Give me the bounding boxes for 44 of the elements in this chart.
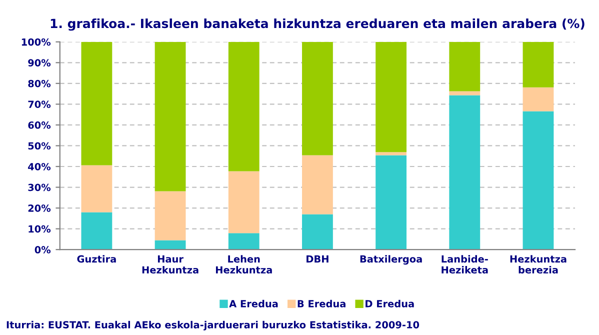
bar [228,42,260,172]
y-tick-label: 40% [28,162,51,170]
bar [449,42,480,92]
y-tick-label: 50% [28,142,51,150]
bar [302,214,333,250]
y-tick-label: 30% [28,184,51,192]
x-tick-label: Guztira [77,255,116,263]
y-tick-label: 0% [34,246,51,254]
bar [449,91,480,96]
bar [302,42,333,156]
bar [228,171,260,234]
x-tick-label: Lanbide- Heziketa [442,255,488,274]
text: Iturria: EUSTAT. Euakal AEko eskola-jarduerari buruzko Estatistika. 2009-10 [6,320,420,330]
bar [302,155,333,214]
x-tick-label: Hezkuntza berezia [510,255,566,274]
bar [376,155,407,250]
y-tick-label: 80% [28,80,51,88]
bar [522,87,554,112]
bar [376,42,407,152]
bar [81,42,112,166]
bar [522,111,554,250]
y-tick-label: 100% [22,38,51,46]
bar [228,233,260,250]
bar [154,42,186,192]
x-tick-label: DBH [306,255,328,263]
bar [376,152,407,156]
x-tick-label: Lehen Hezkuntza [216,255,272,274]
legend-label: D Eredua [366,300,414,308]
bar [81,212,112,250]
chart-title: 1. grafikoa.- Ikasleen banaketa hizkuntza ereduaren eta mailen arabera (%) [50,18,584,31]
legend-label: A Eredua [229,300,278,308]
x-tick-label: Haur Hezkuntza [142,255,198,274]
y-tick-label: 20% [28,204,51,212]
y-tick-label: 60% [28,121,51,129]
bar [449,95,480,250]
bar [522,42,554,88]
bar [154,191,186,240]
y-tick-label: 70% [28,100,51,108]
legend-label: B Eredua [298,300,346,308]
y-tick-label: 10% [28,225,51,233]
y-tick-label: 90% [28,59,51,66]
bar [154,240,186,250]
x-tick-label: Batxilergoa [360,255,422,265]
bar [81,165,112,212]
